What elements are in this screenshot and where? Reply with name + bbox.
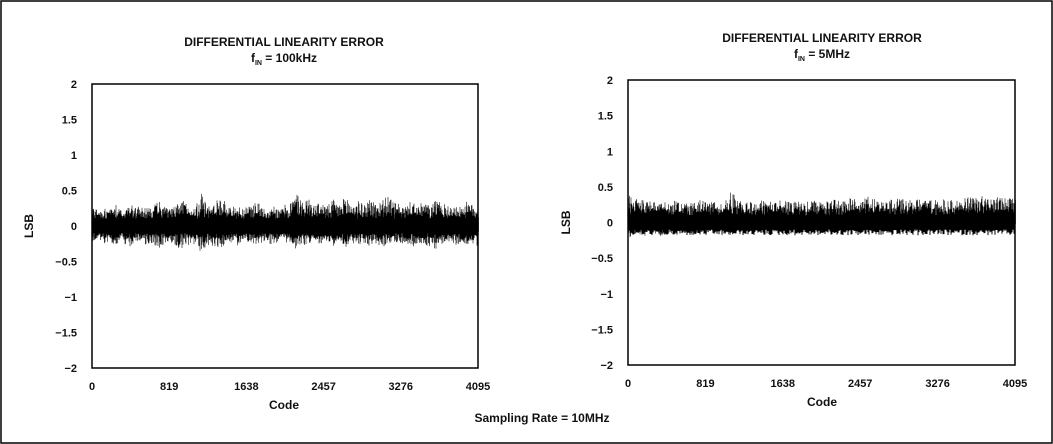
- y-tick-label: 2: [71, 79, 77, 91]
- chart-right: DIFFERENTIAL LINEARITY ERROR fIN = 5MHz 2 1…: [559, 31, 1027, 409]
- y-tick-label: 0: [607, 218, 613, 230]
- x-tick-label: 0: [89, 381, 95, 393]
- chart-title: DIFFERENTIAL LINEARITY ERROR: [722, 31, 922, 45]
- y-tick-label: 0.5: [598, 182, 613, 194]
- y-tick-label: 0: [71, 221, 77, 233]
- x-tick-label: 2457: [848, 378, 872, 390]
- x-tick-label: 0: [625, 378, 631, 390]
- x-tick-label: 4095: [466, 381, 490, 393]
- y-tick-label: 1: [607, 146, 613, 158]
- chart-subtitle: fIN = 5MHz: [794, 47, 850, 63]
- y-tick-label: 1: [71, 150, 77, 162]
- dnl-series-core: [627, 208, 1016, 236]
- y-tick-label: −1.5: [591, 324, 613, 336]
- y-tick-label: −1: [64, 292, 77, 304]
- y-tick-label: −2: [600, 360, 613, 372]
- y-tick-label: −2: [64, 363, 77, 375]
- y-tick-label: 2: [607, 75, 613, 87]
- footer-label: Sampling Rate = 10MHz: [474, 411, 609, 425]
- x-axis-label: Code: [807, 395, 837, 409]
- y-axis-label: LSB: [22, 214, 36, 238]
- x-tick-label: 2457: [311, 381, 335, 393]
- chart-title: DIFFERENTIAL LINEARITY ERROR: [184, 35, 384, 49]
- x-tick-label: 4095: [1003, 378, 1027, 390]
- x-tick-label: 3276: [389, 381, 413, 393]
- x-tick-label: 1638: [771, 378, 795, 390]
- chart-left: DIFFERENTIAL LINEARITY ERROR fIN = 100kHz…: [22, 35, 490, 412]
- x-tick-label: 3276: [925, 378, 949, 390]
- y-tick-label: −0.5: [55, 257, 77, 269]
- y-tick-label: −1: [600, 289, 613, 301]
- chart-subtitle: fIN = 100kHz: [251, 51, 317, 67]
- dnl-series-core: [91, 211, 479, 239]
- x-tick-label: 819: [160, 381, 178, 393]
- y-tick-label: 1.5: [62, 115, 77, 127]
- y-axis-label: LSB: [559, 210, 573, 234]
- x-axis-label: Code: [269, 398, 299, 412]
- y-tick-label: −1.5: [55, 328, 77, 340]
- y-tick-label: −0.5: [591, 253, 613, 265]
- x-tick-label: 819: [696, 378, 714, 390]
- y-tick-label: 1.5: [598, 111, 613, 123]
- y-tick-label: 0.5: [62, 186, 77, 198]
- x-tick-label: 1638: [234, 381, 258, 393]
